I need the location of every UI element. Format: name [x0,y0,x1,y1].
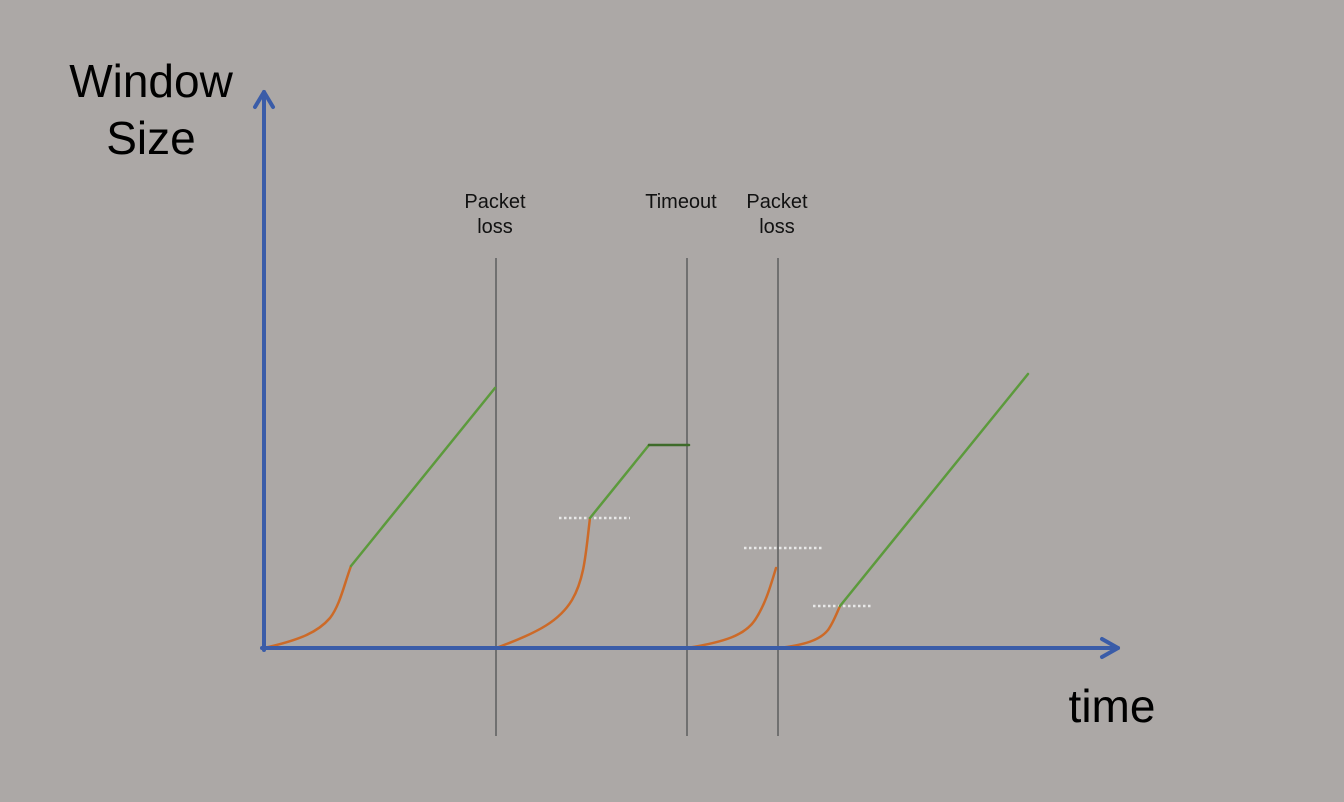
congestion-avoidance-segment-2 [588,443,651,520]
slow-start-segment-2 [494,516,592,650]
y-axis-label-line-1: Window [69,55,233,107]
threshold-lines [559,516,872,608]
event-label-packet-loss-2-line-1: Packet [746,191,808,213]
slow-start-segment-1 [262,564,353,650]
y-axis-arrowhead [253,90,275,109]
slow-start-segment-4 [776,604,842,650]
event-label-packet-loss-1-line-1: Packet [464,191,526,213]
x-axis-label: time [1069,680,1156,732]
y-axis-label-line-2: Size [106,112,195,164]
x-axis-arrowhead [1100,637,1120,659]
window-size-curve [262,372,1030,650]
axes [253,90,1120,659]
event-label-packet-loss-2-line-2: loss [759,216,795,238]
event-lines [495,258,779,736]
slow-start-segment-3 [685,566,778,650]
congestion-avoidance-segment-3 [838,372,1030,608]
congestion-avoidance-segment-1 [349,386,497,568]
event-label-packet-loss-1-line-2: loss [477,216,513,238]
event-label-timeout: Timeout [645,191,717,213]
